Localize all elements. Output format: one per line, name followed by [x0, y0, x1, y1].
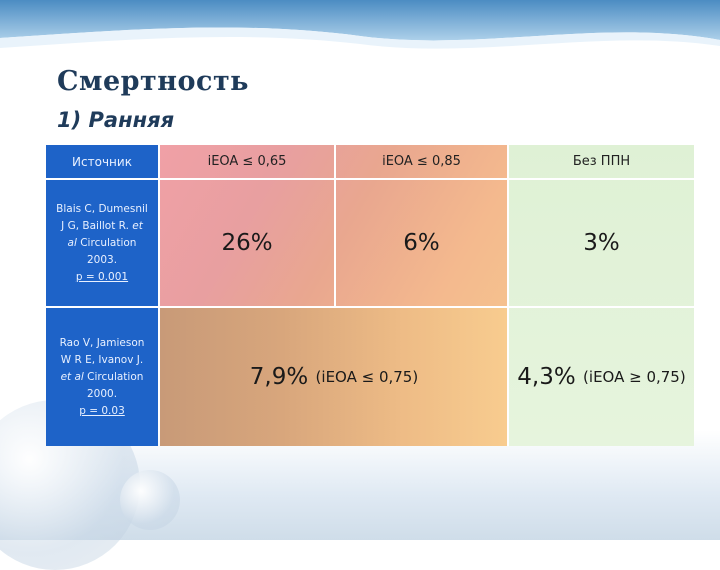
col3-note: (iEOA ≥ 0,75) — [583, 368, 686, 386]
column-divider — [507, 145, 509, 446]
source-line: Blais C, Dumesnil — [56, 202, 148, 215]
p-value: p = 0.001 — [75, 270, 129, 283]
col3-value: 4,3% — [517, 364, 576, 390]
source-line: Rao V, Jamieson — [59, 336, 145, 349]
value-row2-merged: 7,9% (iEOA ≤ 0,75) — [160, 308, 508, 446]
header-wave-decoration — [0, 0, 720, 49]
value-row2-col3: 4,3% (iEOA ≥ 0,75) — [509, 308, 694, 446]
value-row1-col3: 3% — [583, 230, 620, 256]
source-line: J G, Baillot R. et — [61, 219, 143, 232]
mortality-table: Источник Blais C, Dumesnil J G, Baillot … — [46, 145, 694, 446]
no-ppm-column-background — [508, 145, 694, 446]
source-line: 2003. — [86, 253, 118, 266]
row-divider — [160, 306, 694, 308]
source-cell-row-2: Rao V, Jamieson W R E, Ivanov J. et al C… — [46, 308, 158, 446]
row-divider — [160, 178, 694, 180]
p-value: p = 0.03 — [79, 404, 125, 417]
source-line: al Circulation — [67, 236, 137, 249]
merged-note: (iEOA ≤ 0,75) — [315, 368, 419, 386]
source-line: 2000. — [86, 387, 118, 400]
merged-value: 7,9% — [249, 364, 309, 390]
column-divider — [334, 145, 336, 308]
header-ieoa-085: iEOA ≤ 0,85 — [382, 154, 461, 169]
source-line: W R E, Ivanov J. — [60, 353, 144, 366]
bubble-decoration — [120, 470, 180, 530]
merged-row-background — [160, 308, 508, 446]
slide-title: Смертность — [57, 66, 249, 97]
source-line: et al Circulation — [60, 370, 144, 383]
header-ieoa-065: iEOA ≤ 0,65 — [207, 154, 287, 169]
header-no-ppm: Без ППН — [572, 154, 631, 169]
source-cell-row-1: Blais C, Dumesnil J G, Baillot R. et al … — [46, 180, 158, 306]
value-row1-col2: 6% — [403, 230, 440, 256]
slide-subtitle: 1) Ранняя — [57, 108, 175, 132]
header-source: Источник — [46, 145, 158, 178]
value-row1-col1: 26% — [221, 230, 273, 256]
